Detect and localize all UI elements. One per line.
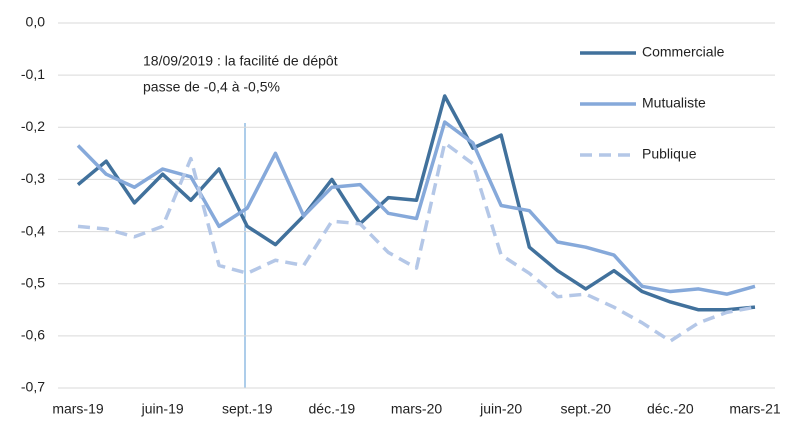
y-tick-label: -0,7 [21,379,45,395]
x-tick-label: mars-21 [729,401,781,417]
legend-label: Publique [642,146,697,162]
x-tick-label: mars-20 [391,401,443,417]
x-tick-label: juin-20 [479,401,522,417]
y-tick-label: -0,6 [21,327,45,343]
y-tick-label: 0,0 [26,14,46,30]
y-tick-label: -0,3 [21,170,45,186]
x-tick-label: mars-19 [52,401,104,417]
x-tick-label: sept.-20 [560,401,611,417]
x-tick-label: déc.-19 [309,401,356,417]
x-tick-label: juin-19 [141,401,184,417]
series-line [77,141,756,343]
y-tick-label: -0,2 [21,118,45,134]
x-tick-label: déc.-20 [647,401,694,417]
annotation: passe de -0,4 à -0,5% [143,79,280,95]
y-tick-label: -0,5 [21,274,45,290]
legend-label: Commerciale [642,44,725,60]
legend-label: Mutualiste [642,95,706,111]
series-line [76,120,756,296]
y-tick-label: -0,1 [21,66,45,82]
series-line [76,94,756,312]
y-tick-label: -0,4 [21,222,45,238]
annotation: 18/09/2019 : la facilité de dépôt [143,53,338,69]
x-tick-label: sept.-19 [222,401,273,417]
